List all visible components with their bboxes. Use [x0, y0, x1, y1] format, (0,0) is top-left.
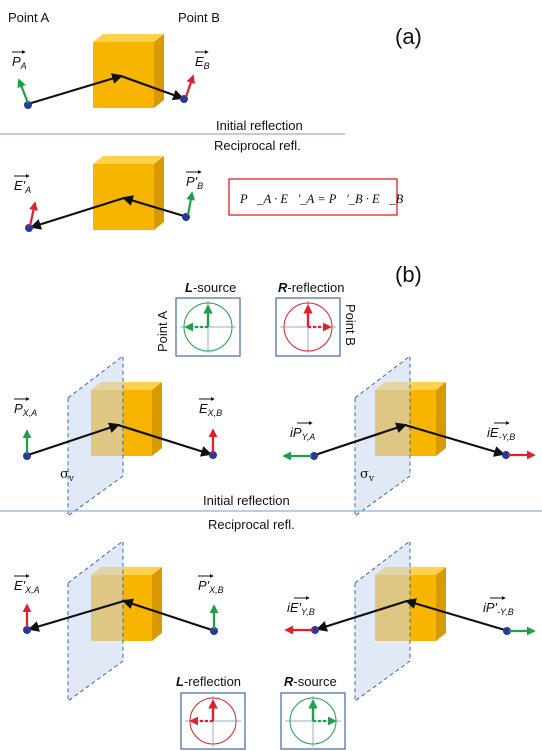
dot-b-ur-a [310, 452, 318, 460]
polarization-pa [17, 78, 30, 104]
dot-b-ul-b [209, 451, 217, 459]
reciprocal-reflected-b-lr [315, 599, 408, 632]
reciprocal-incident-b-ll [121, 598, 213, 632]
point-a-vertical-label: Point A [155, 310, 170, 352]
mirror-plane-ll [67, 539, 124, 702]
svg-text:iPY,A: iPY,A [290, 425, 315, 442]
svg-text:E'A: E'A [14, 178, 31, 195]
point-b-label: Point B [178, 10, 220, 25]
svg-text:EB: EB [195, 54, 210, 71]
reciprocity-equation-box [228, 178, 398, 216]
r-reflection-title: R-reflection [278, 280, 344, 295]
svg-text:iE'Y,B: iE'Y,B [287, 600, 315, 617]
dot-b-ll-b [210, 627, 218, 635]
vec-label-pb-prime: P'B [186, 170, 203, 191]
reflected-ray-b-ul [117, 423, 213, 457]
svg-text:iP'-Y,B: iP'-Y,B [483, 600, 514, 617]
point-a-dot [24, 101, 32, 109]
vec-label-ipya: iPY,A [290, 421, 315, 442]
r-source-inset [280, 692, 346, 750]
vec-label-pa: PA [12, 50, 27, 71]
reflected-ray-a [120, 74, 185, 101]
l-reflection-title: L-reflection [176, 674, 241, 689]
incident-ray-b-ur [314, 422, 408, 457]
initial-reflection-label-b: Initial reflection [203, 493, 290, 508]
reciprocal-incident-b-lr [404, 598, 506, 632]
svg-text:PA: PA [12, 54, 27, 71]
point-a-label: Point A [8, 10, 50, 25]
mirror-plane-ul [67, 354, 124, 517]
polarization-ea-prime [28, 201, 38, 227]
vec-label-ipyb-prime: iP'-Y,B [483, 596, 514, 617]
svg-text:E'X,A: E'X,A [14, 578, 40, 595]
point-b-vertical-label: Point B [343, 304, 358, 346]
vec-label-ieyb-prime: iE'Y,B [287, 596, 315, 617]
l-source-inset [175, 297, 241, 357]
svg-text:iE-Y,B: iE-Y,B [487, 425, 515, 442]
l-reflection-inset [180, 692, 246, 750]
vec-label-pxa: PX,A [14, 397, 37, 418]
vec-label-eb: EB [195, 50, 210, 71]
polarization-pb-prime [186, 191, 196, 216]
cube-top-a [93, 34, 164, 108]
polarization-eb [184, 74, 195, 98]
reciprocal-label-b: Reciprocal refl. [208, 517, 295, 532]
panel-b: (b) L-source Point A R-reflection Point … [0, 262, 542, 750]
cube-bottom-a [93, 156, 164, 230]
mirror-plane-ur [354, 354, 411, 517]
dot-b-ll-a [23, 626, 31, 634]
svg-text:EX,B: EX,B [199, 401, 222, 418]
incident-ray-b-ul [27, 422, 121, 457]
dot-b-ul-a [23, 452, 31, 460]
dot-b-lr-a [311, 626, 319, 634]
incident-ray-a [27, 73, 124, 106]
vec-label-ieyb: iE-Y,B [487, 421, 515, 442]
panel-a: Point A Point B (a) PA EB Initial reflec… [0, 10, 422, 232]
vec-label-exa-prime: E'X,A [14, 574, 40, 595]
r-source-title: R-source [284, 674, 337, 689]
reciprocal-reflected-a [29, 196, 125, 230]
reciprocity-equation: P⃗_A · E⃗'_A = P⃗'_B · E⃗_B [239, 192, 404, 206]
sigma-v-label-left: σv [60, 467, 75, 484]
svg-text:P'B: P'B [186, 174, 203, 191]
panel-b-tag: (b) [395, 262, 422, 287]
dot-b-lr-b [503, 627, 511, 635]
vec-label-exb: EX,B [199, 397, 222, 418]
svg-text:P'X,B: P'X,B [198, 578, 224, 595]
reciprocal-label-a: Reciprocal refl. [214, 138, 301, 153]
l-source-title: L-source [185, 280, 236, 295]
reflected-ray-b-ur [404, 423, 506, 457]
initial-reflection-label-a: Initial reflection [216, 118, 303, 133]
dot-b-ur-b [502, 451, 510, 459]
vec-label-ea-prime: E'A [14, 174, 31, 195]
sigma-v-label-right: σv [360, 467, 375, 484]
vec-label-pxb-prime: P'X,B [198, 574, 224, 595]
r-reflection-inset [275, 297, 341, 357]
reciprocal-incident-a [121, 195, 185, 218]
point-a-dot-recip [25, 224, 33, 232]
reciprocal-reflected-b-ll [27, 599, 125, 632]
mirror-plane-lr [354, 539, 411, 702]
svg-text:PX,A: PX,A [14, 401, 37, 418]
panel-a-tag: (a) [395, 24, 422, 49]
